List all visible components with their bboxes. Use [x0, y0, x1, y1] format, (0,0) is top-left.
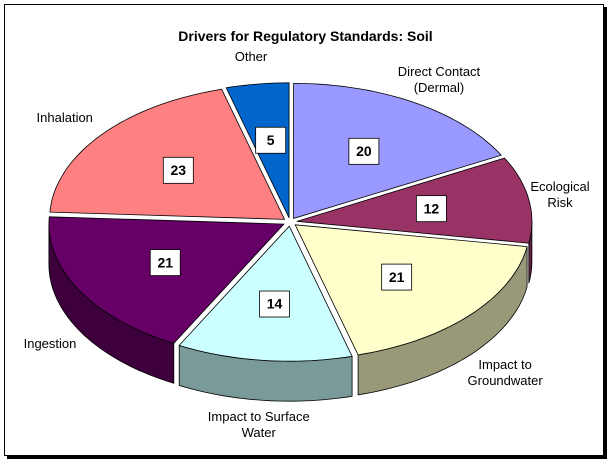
- category-label: Ingestion: [23, 335, 77, 351]
- slice: [49, 88, 286, 220]
- slice: [48, 216, 285, 344]
- value-label: 23: [171, 162, 187, 178]
- category-label: Direct Contact (Dermal): [397, 63, 481, 95]
- value-label: 12: [424, 200, 440, 216]
- category-label: Other: [234, 49, 268, 65]
- slice: [293, 82, 502, 219]
- value-label-box: [416, 195, 447, 223]
- value-label-box: [259, 290, 290, 318]
- value-label: 21: [157, 254, 173, 270]
- value-label-box: [348, 137, 380, 165]
- slice: [296, 157, 533, 244]
- category-label: Impact to Groundwater: [467, 356, 543, 388]
- category-label: Inhalation: [36, 109, 93, 125]
- slice-sides: [48, 221, 533, 402]
- value-label: 5: [267, 132, 275, 148]
- value-label-box: [149, 249, 181, 277]
- value-label: 21: [389, 269, 405, 285]
- value-label-box: [381, 263, 413, 291]
- category-label: Ecological Risk: [530, 179, 590, 211]
- value-label: 20: [356, 143, 372, 159]
- value-label-box: [162, 156, 194, 184]
- value-label-box: [255, 126, 287, 154]
- value-label: 14: [267, 296, 283, 312]
- category-label: Impact to Surface Water: [207, 409, 310, 440]
- chart-title: Drivers for Regulatory Standards: Soil: [178, 28, 433, 44]
